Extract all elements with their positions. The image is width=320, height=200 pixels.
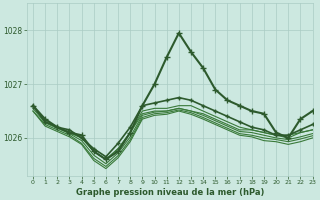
X-axis label: Graphe pression niveau de la mer (hPa): Graphe pression niveau de la mer (hPa) [76, 188, 264, 197]
